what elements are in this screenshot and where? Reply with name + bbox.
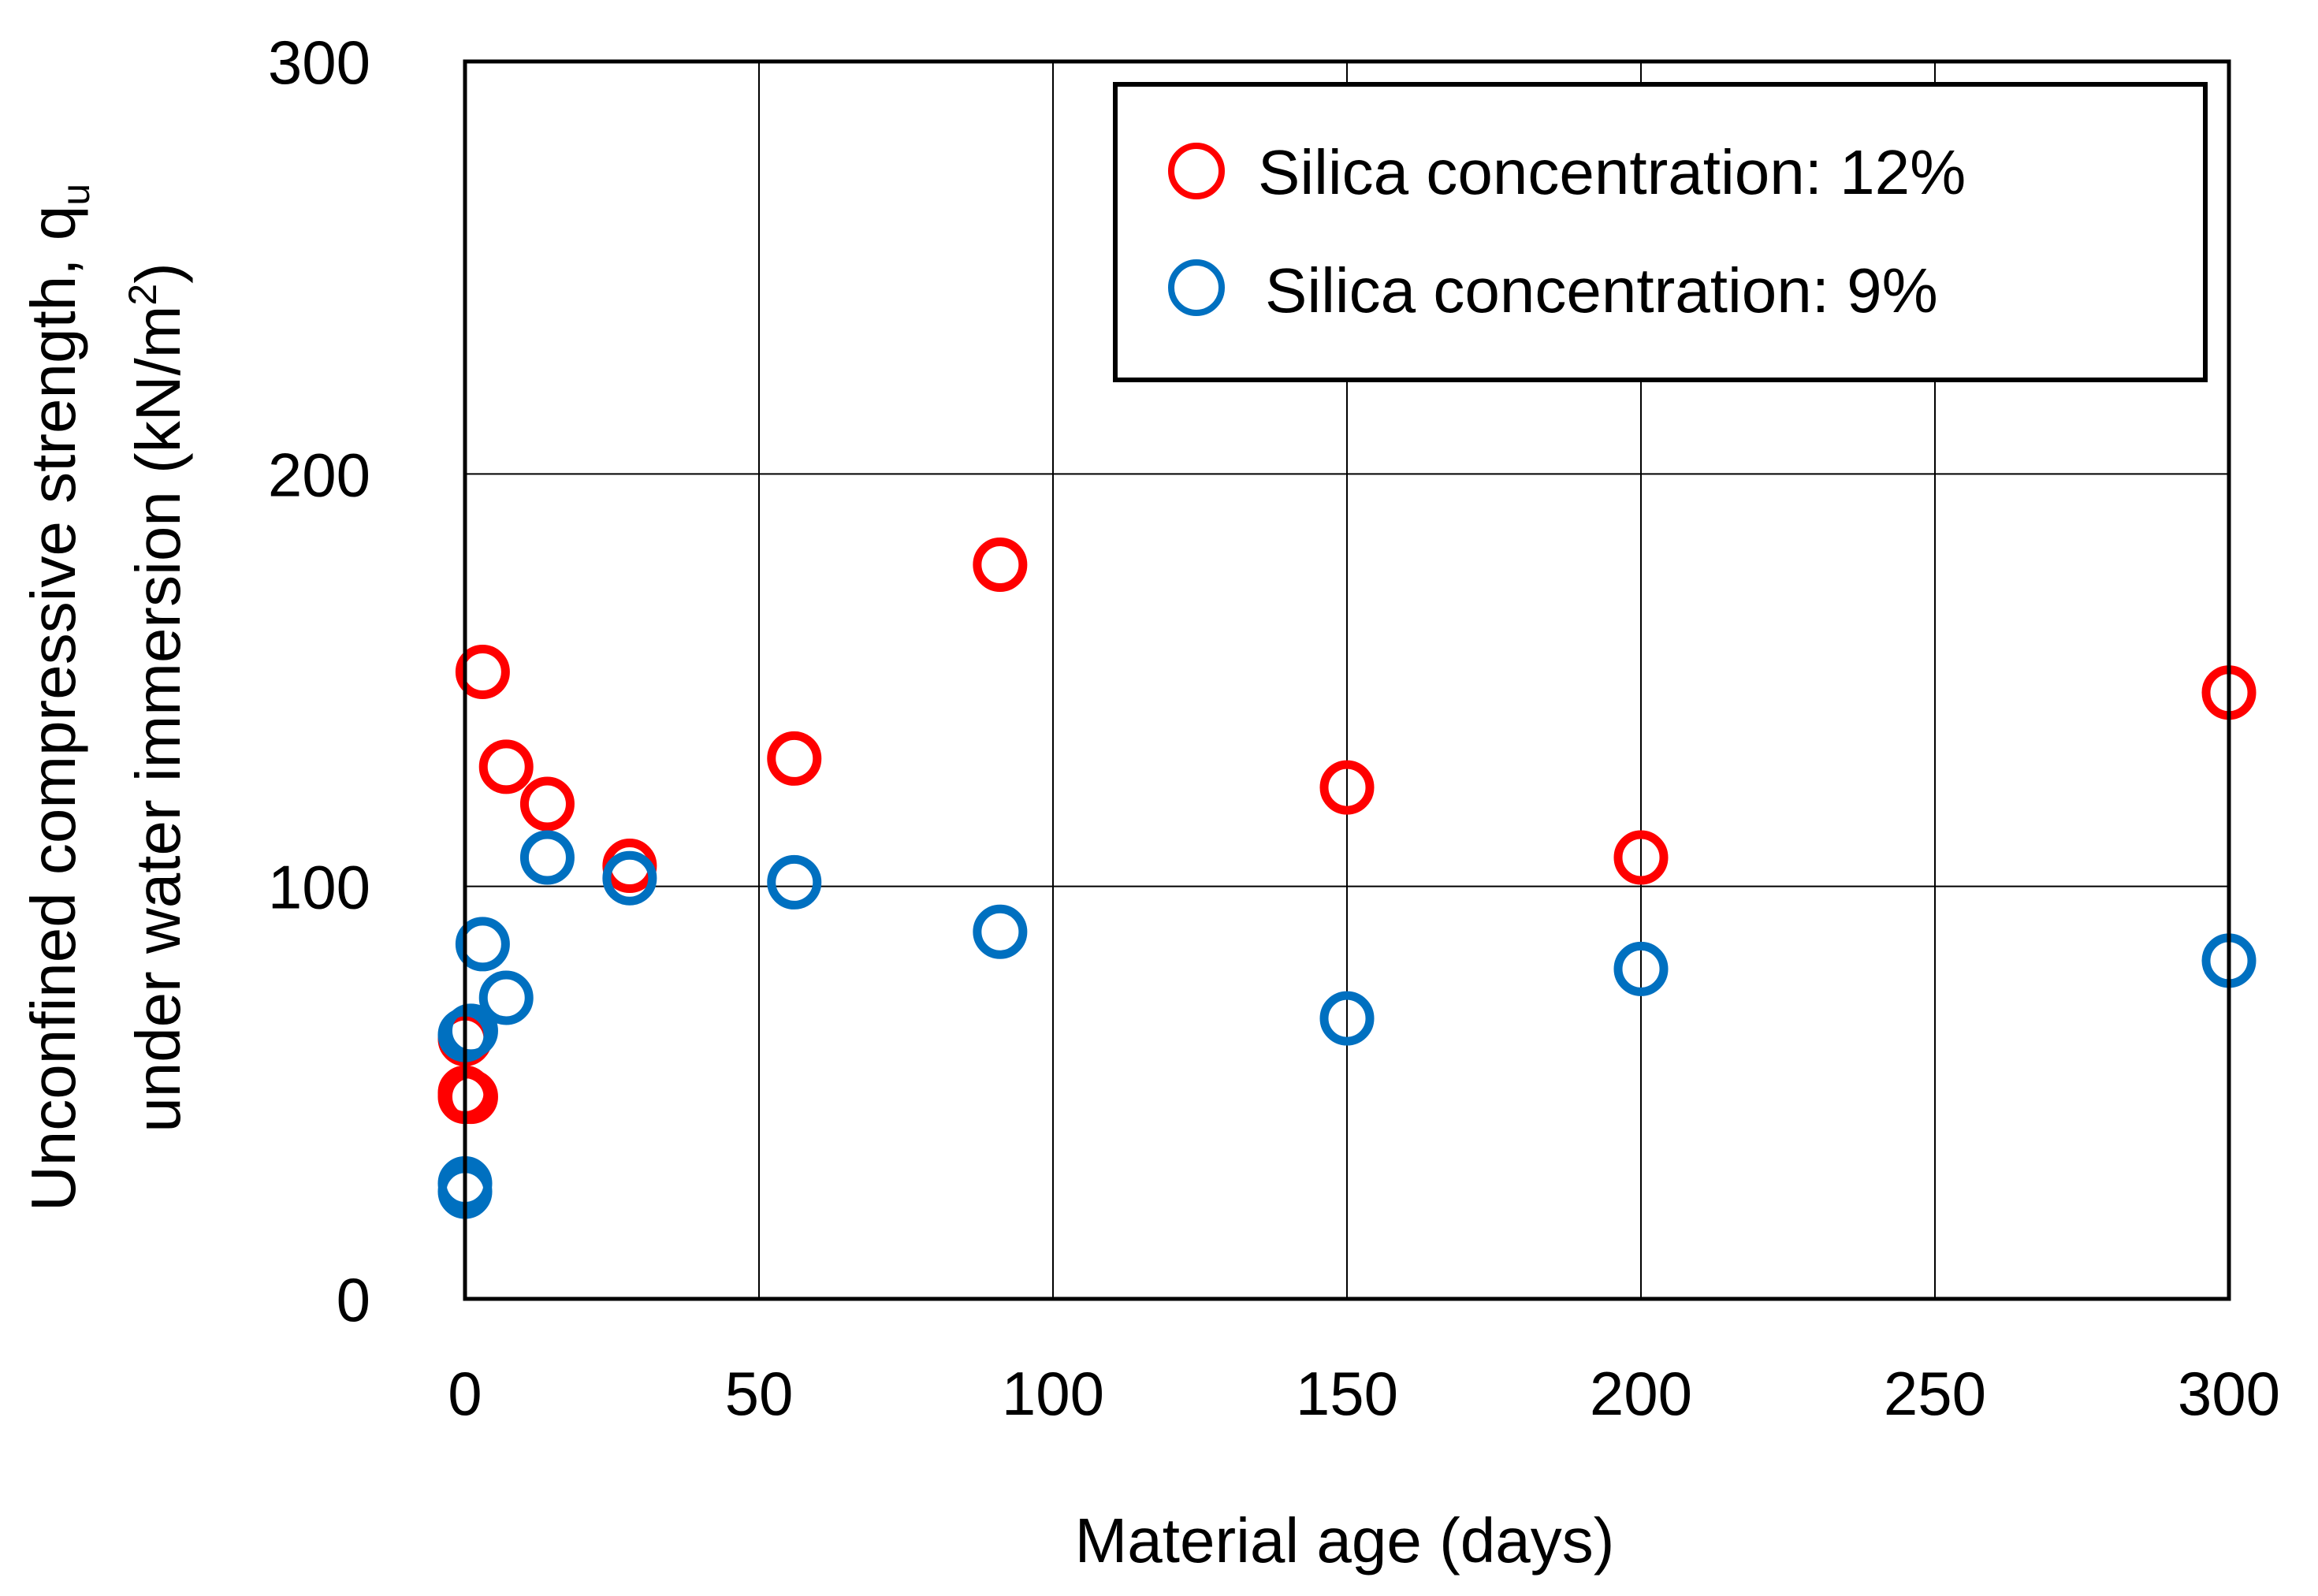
data-point-series-1 (767, 854, 822, 910)
y-tick-label: 100 (268, 853, 370, 922)
data-point-series-0 (973, 537, 1028, 592)
data-point-series-1 (519, 830, 575, 885)
legend-label-9-percent: Silica concentration: 9% (1265, 255, 1938, 326)
legend-label-12-percent: Silica concentration: 12% (1258, 137, 1966, 207)
data-point-series-1 (973, 904, 1028, 959)
x-tick-label: 150 (1296, 1359, 1398, 1428)
x-tick-label: 200 (1590, 1359, 1692, 1428)
data-point-series-1 (478, 970, 534, 1025)
y-axis-title-superscript: 2 (121, 284, 165, 306)
data-point-series-0 (767, 731, 822, 786)
y-tick-label: 300 (268, 28, 370, 97)
y-axis-title-line1-text: Unconfined compressive strength, q (18, 206, 88, 1211)
x-axis-title: Material age (days) (1075, 1505, 1615, 1576)
legend-marker-9-percent (1168, 259, 1225, 316)
tick-labels: 0 50 100 150 200 250 300 0 100 200 300 (268, 28, 2280, 1428)
y-axis-title-line1: Unconfined compressive strength, qu (18, 184, 98, 1211)
data-point-series-1 (455, 917, 510, 972)
legend-box (1113, 82, 2208, 382)
x-tick-label: 100 (1002, 1359, 1104, 1428)
x-tick-label: 250 (1884, 1359, 1986, 1428)
data-point-series-0 (455, 645, 510, 700)
data-point-series-1 (1613, 941, 1669, 996)
data-point-series-0 (478, 739, 534, 794)
x-tick-label: 0 (448, 1359, 482, 1428)
y-axis-title-line2: under water immersion (kN/m2) (121, 262, 193, 1133)
data-point-series-1 (443, 1003, 498, 1058)
x-tick-label: 300 (2178, 1359, 2280, 1428)
y-tick-label: 0 (337, 1265, 370, 1334)
y-axis-title-closing-paren: ) (123, 262, 193, 284)
data-point-series-0 (1319, 760, 1375, 815)
y-axis-title-subscript: u (54, 184, 98, 206)
legend: Silica concentration: 12% Silica concent… (1113, 82, 2208, 382)
y-axis-title: Unconfined compressive strength, qu unde… (18, 184, 193, 1211)
legend-marker-12-percent (1168, 143, 1225, 199)
data-point-series-1 (602, 850, 657, 906)
data-point-series-1 (1319, 991, 1375, 1046)
x-tick-label: 50 (725, 1359, 794, 1428)
data-point-series-0 (519, 776, 575, 831)
plot-frame (463, 59, 2231, 1301)
data-point-series-0 (443, 1070, 498, 1125)
y-axis-title-line2-text: under water immersion (kN/m (123, 306, 193, 1133)
y-tick-label: 200 (268, 440, 370, 509)
data-point-series-0 (1613, 830, 1669, 885)
